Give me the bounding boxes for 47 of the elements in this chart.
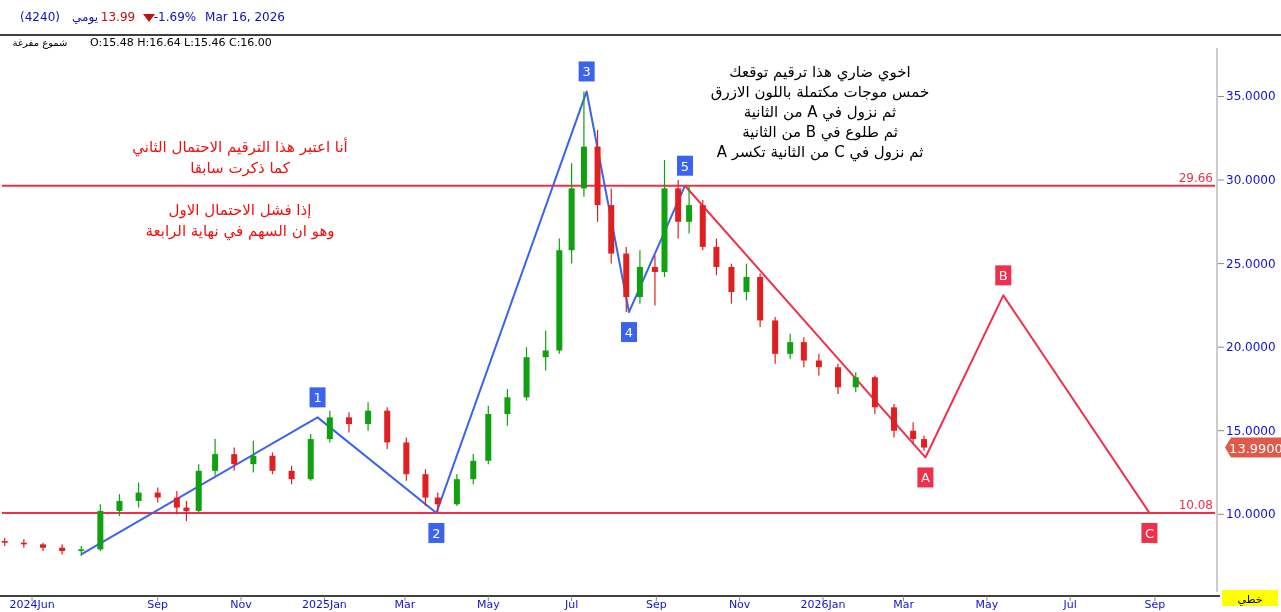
x-tick-label: Jul (1062, 598, 1077, 611)
wave-label: 2 (428, 522, 445, 543)
x-tick-label: 2024Jun (9, 598, 55, 611)
text: أنا اعتبر هذا الترقيم الاحتمال الثاني كما ذكرت سابقا إذا فشل الاحتمال الاول وهو ان السهم في نهاية الرابعة (132, 138, 348, 240)
annotation: 2 (432, 525, 441, 541)
x-tick-label: 2025Jan (301, 598, 347, 611)
y-tick-label: 35.0000 (1226, 89, 1276, 104)
annotation: A (920, 470, 930, 486)
wave-label: B (995, 265, 1012, 286)
x-tick-label: May (476, 598, 501, 611)
x-tick-label: Mar (893, 598, 915, 611)
y-tick-label: 10.0000 (1226, 507, 1276, 522)
wave-label: 4 (621, 322, 637, 343)
ref-line-label: 29.66 (1178, 170, 1213, 185)
x-tick-label: Nov (728, 598, 751, 611)
scale-mode: خطي (1222, 590, 1278, 606)
text: (4240) (20, 10, 60, 24)
x-tick-label: Sep (147, 598, 169, 611)
y-tick-label: 25.0000 (1226, 256, 1276, 271)
annotation: 3 (582, 64, 591, 80)
ref-line-label: 10.08 (1178, 497, 1213, 512)
annotation: B (998, 268, 1008, 284)
text: يومي (72, 10, 98, 25)
x-tick-label: May (975, 598, 999, 611)
wave-label: 3 (578, 61, 595, 82)
text: -1.69% (153, 10, 197, 24)
annotation: شموع مفرغة (12, 37, 68, 49)
y-tick-label: 20.0000 (1226, 340, 1276, 355)
x-tick-label: Mar (394, 598, 416, 611)
annotation: C (1144, 525, 1154, 541)
wave-label: 5 (677, 155, 693, 176)
x-tick-label: Nov (230, 598, 253, 611)
wave-label: A (917, 467, 934, 488)
text: 13.99 (100, 10, 136, 24)
annotation: اخوي ضاري هذا ترقيم توقعك خمس موجات مكتملة باللون الازرق ثم نزول في A من الثانية ثم طلوع في B من الثانية ثم نزول في C من الثانية تكسر A (710, 63, 930, 162)
x-tick-label: Jul (563, 598, 579, 611)
text: Mar 16, 2026 (205, 10, 285, 24)
x-tick-label: 2026Jan (800, 598, 846, 611)
annotation: O:15.48 H:16.64 L:15.46 C:16.00 (90, 36, 272, 49)
annotation: 1 (313, 390, 322, 406)
wave-label: C (1141, 522, 1158, 543)
y-tick-label: 15.0000 (1226, 423, 1276, 438)
wave-label: 1 (309, 387, 326, 408)
y-tick-label: 30.0000 (1226, 173, 1276, 188)
x-tick-label: Sep (645, 598, 667, 611)
x-tick-label: Sep (1144, 598, 1166, 611)
line-series (80, 90, 686, 556)
